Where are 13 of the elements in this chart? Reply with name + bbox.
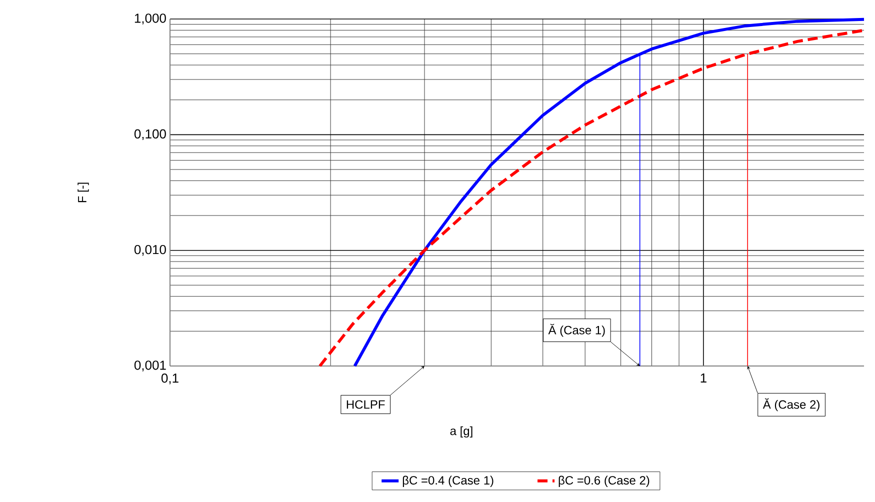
x-axis-title: a [g] bbox=[450, 426, 472, 438]
y-tick-label: 0,010 bbox=[134, 244, 166, 256]
x-tick-label: 1 bbox=[700, 374, 706, 382]
legend-label: βC =0.4 (Case 1) bbox=[402, 476, 494, 487]
annotation: HCLPF bbox=[346, 400, 385, 409]
x-tick-label: 0,1 bbox=[161, 374, 178, 384]
y-tick-label: 0,100 bbox=[134, 129, 166, 140]
y-tick-label: 0,001 bbox=[134, 360, 166, 372]
annotation: Ă (Case 2) bbox=[762, 398, 820, 412]
y-tick-label: 1,000 bbox=[134, 14, 166, 24]
annotation: Ă (Case 1) bbox=[548, 324, 605, 337]
legend-label: βC =0.6 (Case 2) bbox=[558, 476, 650, 487]
y-axis-title: F [-] bbox=[78, 182, 89, 202]
